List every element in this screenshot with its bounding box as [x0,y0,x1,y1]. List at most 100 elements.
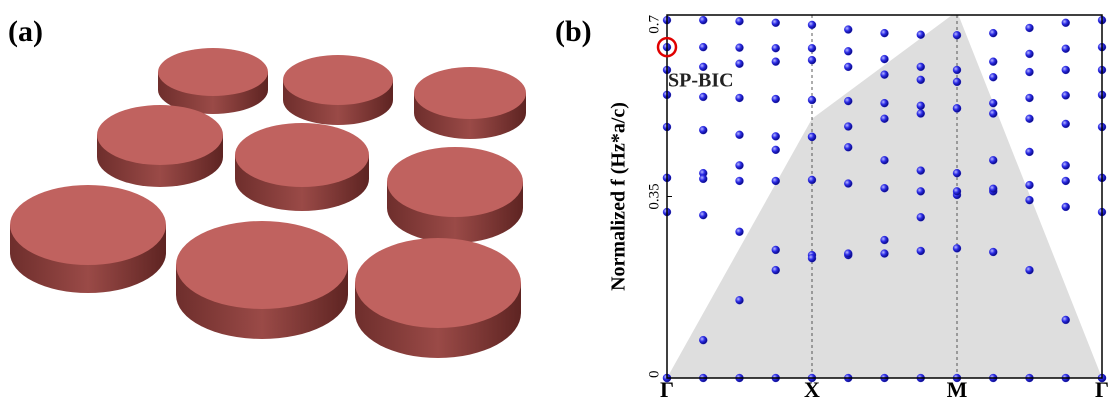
band-point [736,94,744,102]
band-point [736,161,744,169]
band-point [844,63,852,71]
band-point [1026,181,1034,189]
band-point [844,47,852,55]
band-point [881,115,889,123]
band-point [844,250,852,258]
annotation: SP-BIC [668,70,734,92]
band-point [1026,24,1034,32]
band-point [772,246,780,254]
band-point [736,228,744,236]
band-point [736,60,744,68]
band-point [736,296,744,304]
disk-top [355,238,521,328]
band-point [989,156,997,164]
disk-top [387,147,523,217]
band-point [917,63,925,71]
band-point [989,58,997,66]
band-point [808,254,816,262]
disk-top [97,105,223,165]
band-point [989,248,997,256]
band-point [1062,66,1070,74]
band-point [989,29,997,37]
light-cone [667,11,1102,378]
band-point [881,236,889,244]
band-point [699,93,707,101]
band-point [1026,115,1034,123]
band-point [881,184,889,192]
band-point [772,266,780,274]
band-point [1026,94,1034,102]
band-point [953,66,961,74]
band-point [844,97,852,105]
band-point [772,146,780,154]
band-point [772,19,780,27]
band-point [917,213,925,221]
band-point [917,247,925,255]
disk-top [158,48,268,96]
band-point [917,31,925,39]
y-tick-label: 0.7 [646,15,662,34]
band-point [736,177,744,185]
band-point [881,55,889,63]
band-point [917,167,925,175]
band-point [881,71,889,79]
band-point [844,26,852,34]
band-point [917,76,925,84]
band-point [736,17,744,25]
band-point [1062,177,1070,185]
band-point [808,21,816,29]
band-point [772,132,780,140]
band-point [917,187,925,195]
band-point [844,122,852,130]
band-point [1026,266,1034,274]
band-point [772,95,780,103]
band-point [953,187,961,195]
band-point [989,110,997,118]
band-point [1026,148,1034,156]
disk-top [235,123,369,187]
band-point [917,110,925,118]
band-point [736,44,744,52]
band-point [1062,91,1070,99]
band-point [989,99,997,107]
band-point [917,102,925,110]
band-point [1062,203,1070,211]
band-point [881,250,889,258]
disk-top [283,55,393,105]
band-point [1026,50,1034,58]
disk-array [10,48,526,358]
band-point [1062,161,1070,169]
y-tick-label: 0 [646,371,662,379]
figure: (a) (b) ΓXMΓ00.350.7Normalized f (Hz*a/c… [0,0,1112,405]
band-point [953,169,961,177]
band-point [1062,316,1070,324]
band-point [989,185,997,193]
band-point [953,244,961,252]
band-point [881,29,889,37]
band-point [881,99,889,107]
band-point [772,44,780,52]
band-point [699,16,707,24]
panel-label: (a) [8,15,43,48]
disk-top [176,221,348,309]
band-point [1062,120,1070,128]
band-point [699,175,707,183]
band-point [699,43,707,51]
band-point [1062,45,1070,53]
disk-top [10,185,166,265]
band-point [844,180,852,188]
band-point [772,58,780,66]
band-point [844,143,852,151]
band-point [808,44,816,52]
band-point [808,96,816,104]
disk-top [414,67,526,119]
panel-label: (b) [555,15,592,48]
band-point [808,133,816,141]
y-tick-label: 0.35 [646,183,662,209]
band-point [1026,196,1034,204]
band-point [953,104,961,112]
band-point [953,31,961,39]
band-point [736,131,744,139]
y-axis-label: Normalized f (Hz*a/c) [608,102,630,291]
band-point [953,78,961,86]
